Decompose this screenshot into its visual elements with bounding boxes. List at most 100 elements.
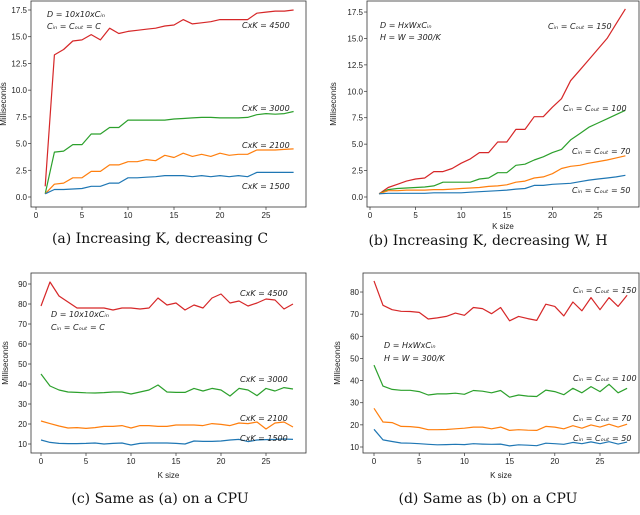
x-tick-label: 25 (262, 457, 271, 466)
x-axis-label: K size (158, 471, 180, 480)
series-label: CxK = 4500 (240, 289, 288, 298)
series-label: Cᵢₙ = Cₒᵤₜ = 70 (572, 147, 630, 156)
annotation: D = 10x10xCᵢₙ (47, 10, 105, 19)
series-label: CxK = 4500 (242, 21, 290, 30)
series-line-red (373, 280, 628, 322)
series-label: Cᵢₙ = Cₒᵤₜ = 50 (572, 186, 630, 195)
subplot-d: 0 5 10 15 20 25 10 20 30 40 50 60 70 80 Milliseconds K … (333, 272, 640, 507)
y-tick-label: 0.0 (352, 193, 364, 202)
y-tick-label: 10.0 (11, 86, 27, 95)
x-tick-label: 25 (594, 211, 603, 220)
series-label: CxK = 2100 (242, 141, 290, 150)
y-tick-label: 30 (18, 400, 27, 409)
x-tick-label: 25 (596, 457, 605, 466)
series-line-blue (379, 174, 626, 195)
series-line-orange (378, 155, 626, 195)
series-label: CxK = 1500 (240, 434, 288, 443)
series-label: Cᵢₙ = Cₒᵤₜ = 100 (563, 104, 627, 113)
subplot-c: 0 5 10 15 20 25 10 20 30 40 50 60 70 80 90 Milliseconds… (1, 272, 307, 507)
y-axis-label: Milliseconds (329, 82, 338, 126)
y-tick-label: 10.0 (347, 87, 363, 96)
x-tick-label: 20 (217, 457, 226, 466)
y-tick-label: 5.0 (16, 140, 28, 149)
x-tick-label: 5 (413, 211, 418, 220)
y-tick-label: 7.5 (16, 113, 28, 122)
x-tick-label: 20 (550, 457, 559, 466)
series-label: CxK = 3000 (240, 375, 288, 384)
y-axis-label: Milliseconds (1, 341, 10, 385)
x-tick-label: 0 (368, 211, 373, 220)
x-tick-label: 0 (34, 211, 39, 220)
x-tick-label: 10 (457, 211, 466, 220)
y-tick-label: 10 (350, 443, 359, 452)
y-tick-label: 5.0 (352, 140, 364, 149)
series-line-blue (373, 428, 628, 447)
x-tick-label: 10 (124, 211, 133, 220)
series-line-orange (40, 420, 294, 430)
series-line-green (378, 109, 626, 195)
series-label: Cᵢₙ = Cₒᵤₜ = 70 (573, 414, 631, 423)
y-tick-label: 20 (18, 420, 27, 429)
annotation: H = W = 300/K (380, 33, 441, 42)
series-label: CxK = 3000 (242, 104, 290, 113)
y-tick-label: 60 (350, 332, 359, 341)
y-axis-label: Milliseconds (0, 82, 8, 126)
x-tick-label: 5 (84, 457, 89, 466)
axes-frame (30, 272, 307, 454)
y-tick-label: 15.0 (11, 33, 27, 42)
y-tick-label: 70 (18, 320, 27, 329)
y-tick-label: 30 (350, 399, 359, 408)
series-line-red (44, 9, 294, 187)
y-tick-label: 40 (350, 377, 359, 386)
series-line-orange (373, 407, 628, 431)
y-tick-label: 60 (18, 340, 27, 349)
subplot-caption: (c) Same as (a) on a CPU (71, 491, 248, 507)
axes-frame (366, 0, 640, 208)
series-line-green (373, 364, 628, 398)
annotation: Cᵢₙ = Cₒᵤₜ = C (51, 323, 105, 332)
annotation: Cᵢₙ = Cₒᵤₜ = C (47, 22, 101, 31)
annotation: H = W = 300/K (384, 354, 445, 363)
x-tick-label: 15 (505, 457, 514, 466)
y-axis-label: Milliseconds (333, 341, 342, 385)
y-tick-label: 15.0 (347, 34, 363, 43)
x-tick-label: 15 (172, 457, 181, 466)
y-tick-label: 40 (18, 380, 27, 389)
series-label: Cᵢₙ = Cₒᵤₜ = 150 (548, 22, 612, 31)
x-tick-label: 20 (216, 211, 225, 220)
y-tick-label: 17.5 (347, 8, 363, 17)
subplot-a: 0 5 10 15 20 25 0.0 2.5 5.0 7.5 10.0 12.5 15.0 17.5 Mi… (0, 0, 307, 247)
x-tick-label: 25 (262, 211, 271, 220)
x-tick-label: 20 (548, 211, 557, 220)
y-tick-label: 2.5 (352, 167, 364, 176)
series-line-red (40, 281, 294, 311)
y-tick-label: 12.5 (11, 59, 27, 68)
y-tick-label: 10 (18, 440, 27, 449)
x-tick-label: 15 (170, 211, 179, 220)
y-tick-label: 80 (350, 288, 359, 297)
x-tick-label: 10 (460, 457, 469, 466)
series-line-red (378, 8, 626, 195)
x-axis-label: K size (492, 222, 514, 231)
axes-frame (362, 272, 640, 454)
series-line-blue (44, 171, 294, 195)
y-tick-label: 90 (18, 280, 27, 289)
annotation: D = HxWxCᵢₙ (380, 21, 432, 30)
series-label: Cᵢₙ = Cₒᵤₜ = 50 (573, 434, 631, 443)
y-tick-label: 17.5 (11, 6, 27, 15)
x-tick-label: 15 (502, 211, 511, 220)
x-tick-label: 10 (127, 457, 136, 466)
series-label: Cᵢₙ = Cₒᵤₜ = 100 (573, 374, 637, 383)
y-tick-label: 7.5 (352, 114, 364, 123)
series-label: Cᵢₙ = Cₒᵤₜ = 150 (573, 286, 637, 295)
annotation: D = HxWxCᵢₙ (384, 341, 436, 350)
x-tick-label: 5 (417, 457, 422, 466)
y-tick-label: 70 (350, 310, 359, 319)
subplot-caption: (a) Increasing K, decreasing C (52, 231, 268, 247)
y-tick-label: 0.0 (16, 193, 28, 202)
series-line-blue (40, 438, 294, 446)
series-line-green (44, 110, 294, 194)
series-line-orange (44, 148, 294, 195)
y-tick-label: 20 (350, 421, 359, 430)
